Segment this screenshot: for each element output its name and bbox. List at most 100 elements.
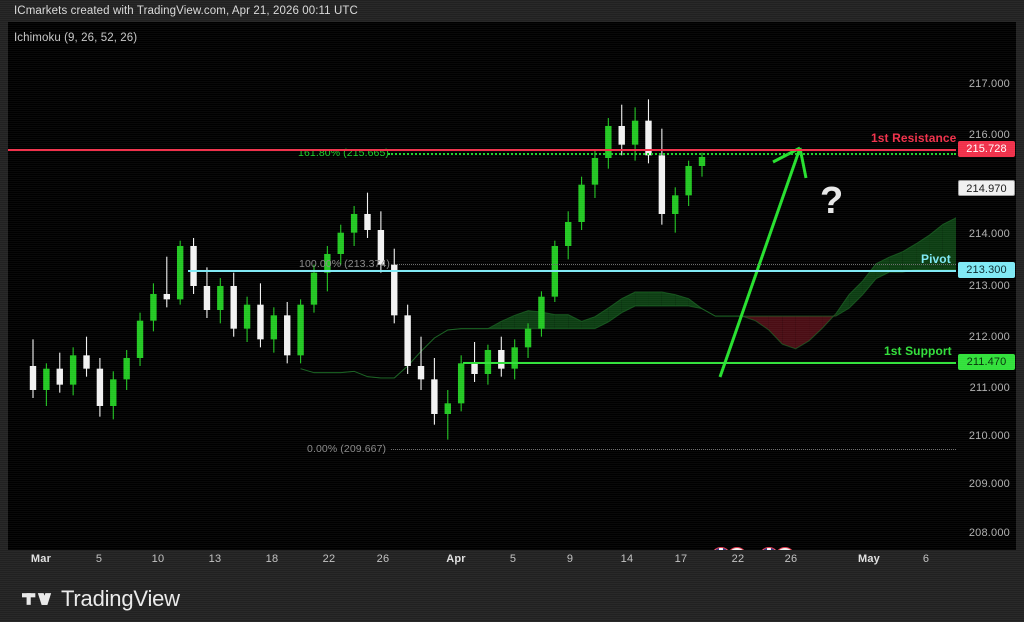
support-level-title: 1st Support (884, 344, 952, 358)
ichimoku-cloud-segment (942, 217, 956, 270)
candle-body (618, 126, 625, 145)
time-tick-label: 18 (265, 553, 279, 565)
candle-body (431, 379, 438, 414)
tradingview-logo[interactable]: TradingView (22, 586, 180, 612)
candle-body (43, 368, 50, 390)
candle-body (605, 126, 612, 158)
indicator-legend[interactable]: Ichimoku (9, 26, 52, 26) (14, 32, 137, 44)
last-price-badge[interactable]: 214.970 (958, 180, 1015, 196)
candle-body (658, 155, 666, 214)
candle-body (176, 246, 184, 300)
candle-body (645, 120, 652, 156)
candle-body (364, 214, 371, 230)
tradingview-logo-icon (22, 593, 52, 605)
ichimoku-cloud-segment (528, 310, 542, 329)
ichimoku-cloud-segment (514, 310, 529, 329)
ichimoku-cloud-segment (648, 292, 662, 306)
candle-body (498, 350, 505, 369)
candle-body (511, 347, 518, 369)
candle-body (565, 222, 572, 246)
time-tick-label: 14 (620, 553, 634, 565)
support-level-line[interactable] (463, 362, 956, 364)
tradingview-wordmark: TradingView (61, 586, 180, 611)
price-tick-label: 208.000 (968, 527, 1010, 539)
candle-body (685, 166, 692, 196)
ichimoku-cloud-segment (755, 316, 769, 331)
candle-body (391, 264, 398, 316)
ichimoku-cloud-segment (795, 316, 810, 349)
pivot-price-badge[interactable]: 213.300 (958, 262, 1015, 278)
candle-body (297, 304, 304, 356)
attribution-text: ICmarkets created with TradingView.com, … (14, 5, 358, 17)
candle-body (672, 195, 679, 214)
time-tick-label: 26 (376, 553, 390, 565)
price-series-svg (29, 99, 956, 440)
candle-body (324, 254, 331, 273)
resistance-level-title: 1st Resistance (871, 131, 956, 145)
candle-body (217, 286, 224, 310)
price-tick-label: 209.000 (968, 478, 1010, 490)
candle-body (29, 366, 37, 390)
candle-body (56, 368, 63, 385)
price-tick-label: 213.000 (968, 280, 1010, 292)
time-axis[interactable]: Mar 5 10 13 18 22 26 Apr 5 9 14 17 22 26 May 6 (8, 550, 1016, 576)
price-axis[interactable]: 217.000 216.000 214.970 214.000 213.000 212.0… (956, 22, 1016, 550)
ichimoku-cloud-segment (581, 316, 595, 329)
candle-body (203, 286, 211, 310)
candle-body (591, 158, 599, 185)
price-tick-label: 217.000 (968, 78, 1010, 90)
time-tick-label: 22 (731, 553, 745, 565)
candle-body (578, 184, 585, 222)
candle-body (150, 294, 157, 321)
candle-body (96, 368, 104, 406)
ichimoku-cloud-segment (902, 243, 917, 273)
resistance-level-line[interactable] (8, 149, 956, 151)
candle-body (524, 328, 532, 348)
candle-body (136, 320, 144, 358)
time-tick-label: 22 (322, 553, 336, 565)
ichimoku-cloud-segment (929, 224, 943, 270)
candle-body (243, 304, 251, 329)
event-gbpjpy-1[interactable] (711, 547, 749, 550)
candle-body (417, 366, 425, 380)
time-tick-label: 17 (674, 553, 688, 565)
candle-body (444, 403, 451, 414)
candle-body (230, 286, 237, 329)
attribution-header: ICmarkets created with TradingView.com, … (0, 0, 1024, 22)
time-tick-label: 6 (922, 553, 930, 565)
time-tick-label: Apr (446, 553, 466, 565)
candle-body (404, 315, 411, 366)
time-tick-label: 5 (95, 553, 103, 565)
candle-body (377, 230, 385, 265)
ichimoku-cloud-segment (501, 315, 515, 329)
candle-body (471, 363, 478, 374)
economic-events-row[interactable] (711, 547, 797, 550)
support-price-badge[interactable]: 211.470 (958, 354, 1015, 370)
time-tick-label: 26 (784, 553, 798, 565)
ichimoku-cloud-segment (768, 316, 783, 345)
fib-100-label: 100.00% (213.374) (299, 258, 391, 270)
ichimoku-cloud-segment (675, 294, 689, 306)
ichimoku-cloud-segment (568, 314, 582, 329)
price-tick-label: 216.000 (968, 129, 1010, 141)
fib-100-line (391, 264, 956, 265)
indicator-legend-label: Ichimoku (9, 26, 52, 26) (14, 32, 138, 44)
candle-body (337, 232, 344, 254)
candle-body (83, 355, 90, 369)
time-tick-label: 9 (566, 553, 574, 565)
fib-0-label: 0.00% (209.667) (307, 443, 387, 455)
candle-body (631, 120, 639, 145)
candle-body (310, 272, 318, 305)
time-tick-label: 5 (509, 553, 517, 565)
chart-frame[interactable]: Ichimoku (9, 26, 52, 26) 161.80% (215.66… (8, 22, 1016, 550)
chart-plot-area[interactable]: Ichimoku (9, 26, 52, 26) 161.80% (215.66… (8, 22, 956, 550)
resistance-price-badge[interactable]: 215.728 (958, 141, 1015, 157)
candle-body (270, 315, 278, 340)
pivot-level-line[interactable] (188, 270, 956, 272)
ichimoku-cloud-segment (916, 235, 930, 270)
ichimoku-cloud-segment (635, 292, 649, 306)
ichimoku-cloud-segment (782, 316, 796, 349)
event-gbpjpy-2[interactable] (759, 547, 797, 550)
question-mark-annotation: ? (820, 180, 844, 222)
